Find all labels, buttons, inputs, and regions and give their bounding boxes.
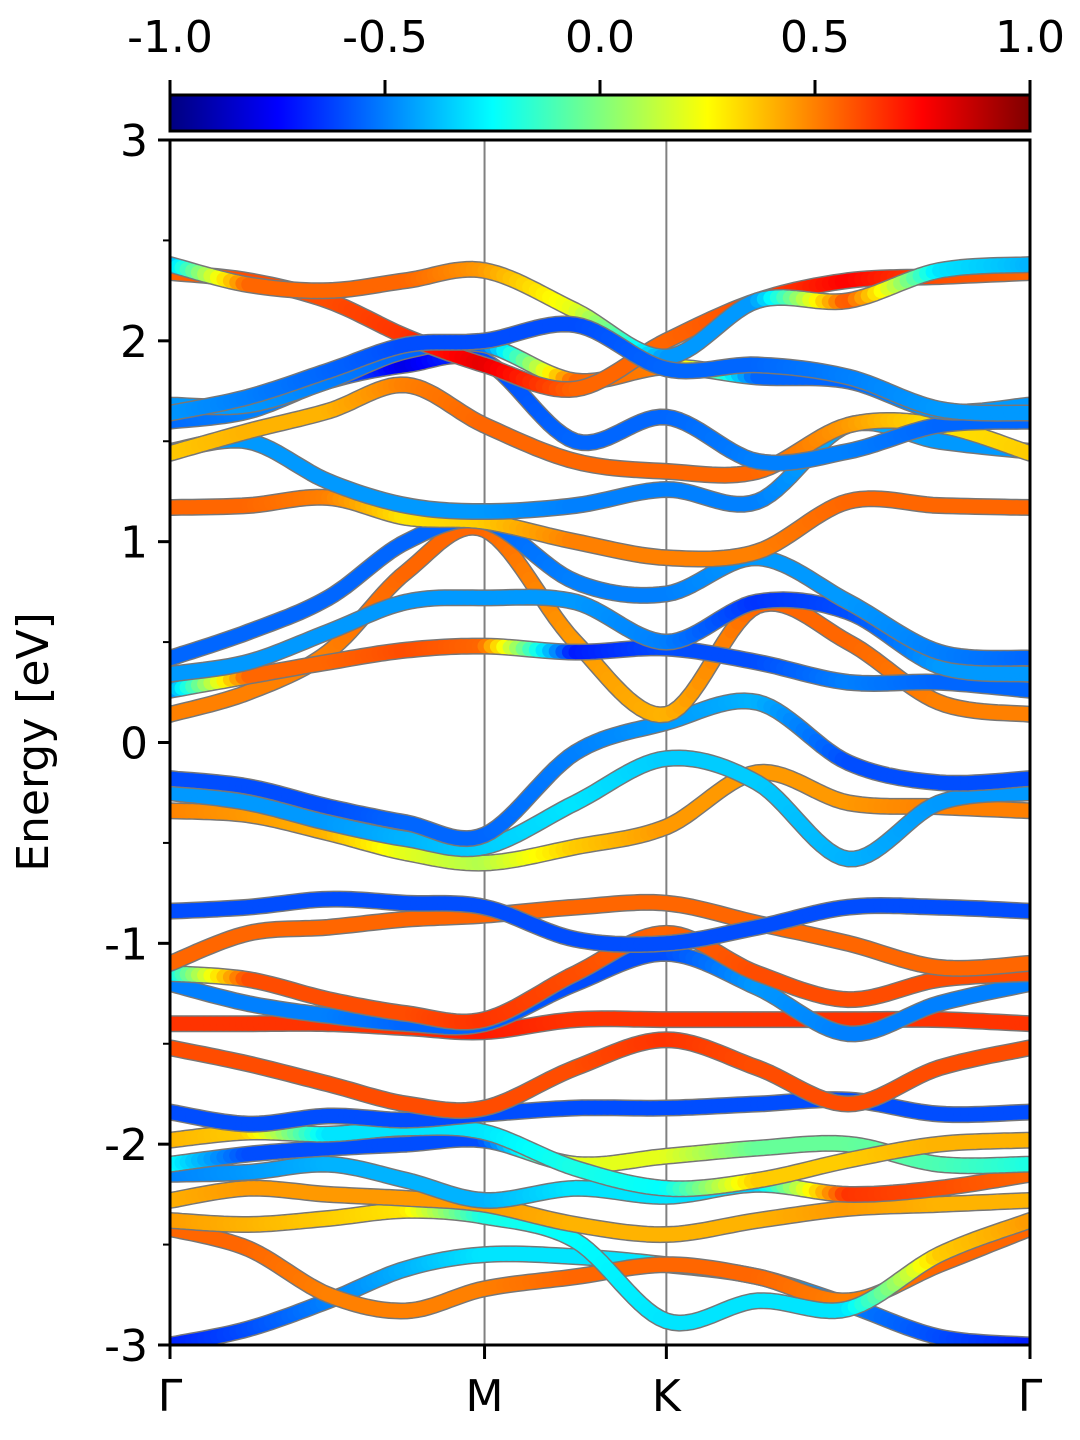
band-18 (170, 637, 1030, 699)
y-axis-ticks: 3 2 1 0 -1 -2 -3 (104, 116, 170, 1372)
x-tick-label: K (652, 1371, 682, 1422)
band-13 (170, 890, 1030, 953)
band-20 (170, 511, 1030, 667)
band-6 (170, 1118, 1030, 1198)
x-tick-label: Γ (158, 1371, 183, 1422)
band-15 (170, 749, 1030, 868)
band-16 (170, 692, 1030, 848)
x-tick-label: Γ (1018, 1371, 1043, 1422)
band-12 (170, 893, 1030, 977)
band-21 (170, 488, 1030, 568)
band-10 (170, 944, 1030, 1043)
x-tick-label: M (466, 1371, 504, 1422)
band-14 (170, 763, 1030, 872)
colorbar-tick-label: 1.0 (995, 12, 1065, 63)
band-2 (170, 1201, 1030, 1332)
colorbar-tick-label: 0.0 (565, 12, 635, 63)
y-tick-label: 0 (120, 719, 148, 770)
y-tick-label: -3 (104, 1321, 148, 1372)
colorbar-gradient (168, 93, 1032, 133)
band-9 (170, 1010, 1030, 1041)
colorbar-tick-label: 0.5 (780, 12, 850, 63)
y-tick-label: -1 (104, 919, 148, 970)
band-7 (170, 1091, 1030, 1133)
bands (170, 256, 1030, 1345)
y-tick-label: 3 (120, 116, 148, 167)
colorbar: -1.0 -0.5 0.0 0.5 1.0 (127, 12, 1065, 133)
colorbar-ticks: -1.0 -0.5 0.0 0.5 1.0 (127, 12, 1065, 95)
band-11 (170, 924, 1030, 1031)
band-8 (170, 1031, 1030, 1120)
y-tick-label: -2 (104, 1120, 148, 1171)
y-tick-label: 1 (120, 518, 148, 569)
band-28 (170, 315, 1030, 422)
plot-area: 3 2 1 0 -1 -2 -3 Γ M K Γ (104, 116, 1043, 1422)
y-axis-label: Energy [eV] (8, 612, 59, 872)
colorbar-tick-label: -0.5 (342, 12, 428, 63)
y-tick-label: 2 (120, 317, 148, 368)
colorbar-tick-label: -1.0 (127, 12, 213, 63)
